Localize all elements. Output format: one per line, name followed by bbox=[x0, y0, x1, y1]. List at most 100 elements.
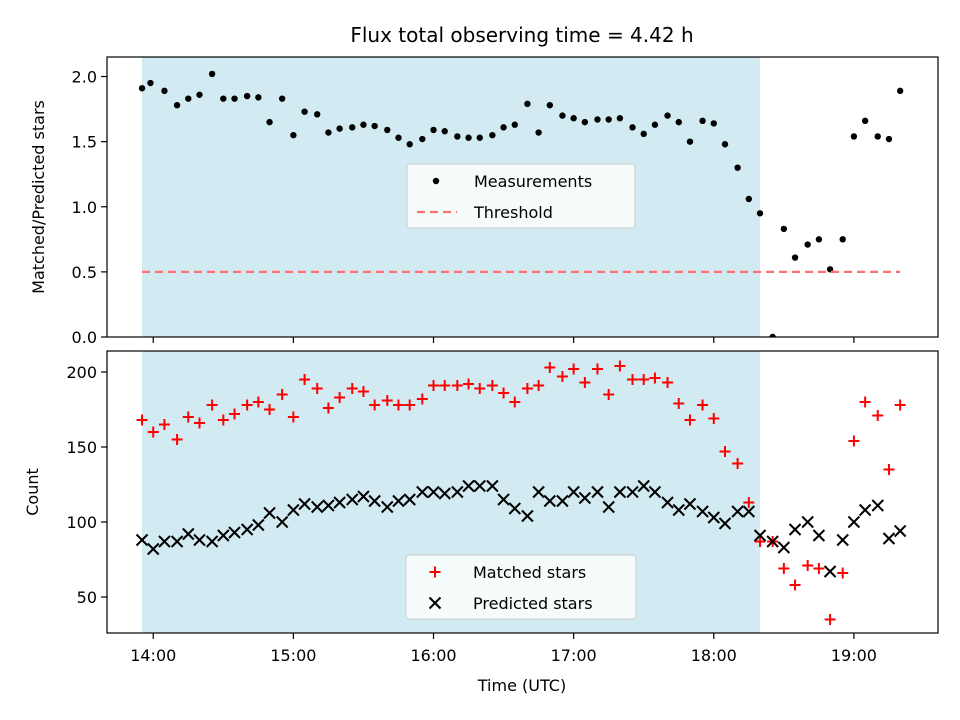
matched-stars-point bbox=[252, 396, 264, 408]
y-tick-label: 1.0 bbox=[72, 198, 97, 217]
matched-stars-point bbox=[474, 383, 486, 394]
y-tick-label: 0.0 bbox=[72, 328, 97, 347]
matched-stars-point bbox=[217, 414, 229, 426]
measurements-point bbox=[629, 124, 636, 131]
matched-stars-point bbox=[322, 402, 334, 414]
measurements-point bbox=[161, 87, 168, 95]
predicted-stars-point bbox=[613, 485, 627, 499]
measurements-point bbox=[686, 138, 694, 145]
matched-stars-point bbox=[883, 464, 895, 475]
measurements-point bbox=[441, 128, 448, 135]
x-stroke-b bbox=[438, 487, 451, 500]
measurements-point bbox=[196, 91, 203, 98]
predicted-stars-point bbox=[812, 529, 826, 542]
x-stroke-b bbox=[462, 479, 475, 493]
predicted-stars-point bbox=[521, 509, 534, 523]
measurements-point bbox=[489, 131, 496, 139]
measurements-point bbox=[721, 141, 729, 148]
x-stroke-b bbox=[801, 515, 814, 529]
measurements-point bbox=[546, 101, 554, 109]
matched-stars-point bbox=[171, 434, 183, 445]
x-stroke-b bbox=[416, 485, 429, 499]
x-stroke-b bbox=[346, 493, 359, 506]
matched-stars-point bbox=[136, 414, 148, 426]
x-stroke-b bbox=[205, 535, 219, 548]
measurements-point bbox=[699, 117, 706, 125]
predicted-stars-point bbox=[626, 485, 639, 499]
measurements-point bbox=[500, 124, 507, 131]
measurements-point bbox=[524, 100, 531, 108]
predicted-stars-point bbox=[403, 493, 416, 506]
measurements-point bbox=[336, 125, 343, 132]
measurements-point bbox=[804, 241, 811, 248]
x-stroke-b bbox=[368, 494, 381, 508]
matched-stars-point bbox=[848, 435, 860, 447]
predicted-stars-point bbox=[322, 499, 335, 512]
predicted-stars-point bbox=[368, 494, 381, 508]
y-tick-label: 200 bbox=[66, 363, 97, 382]
x-stroke-b bbox=[275, 515, 289, 529]
predicted-stars-point bbox=[696, 505, 709, 518]
predicted-stars-point bbox=[858, 503, 872, 517]
predicted-stars-point bbox=[427, 485, 440, 499]
legend-measurements-swatch bbox=[432, 177, 440, 185]
x-stroke-b bbox=[228, 526, 241, 539]
y-tick-label: 2.0 bbox=[72, 68, 97, 87]
predicted-stars-point bbox=[170, 535, 184, 548]
measurements-point bbox=[278, 95, 286, 102]
measurements-point bbox=[314, 111, 321, 118]
matched-stars-point bbox=[287, 411, 299, 423]
matched-stars-point bbox=[206, 399, 218, 411]
matched-stars-point bbox=[824, 614, 836, 625]
x-stroke-b bbox=[672, 503, 685, 517]
predicted-stars-point bbox=[135, 533, 149, 547]
x-stroke-b bbox=[428, 596, 442, 610]
predicted-stars-point bbox=[823, 565, 837, 578]
x-stroke-b bbox=[613, 485, 627, 499]
x-stroke-b bbox=[753, 529, 767, 542]
measurements-point bbox=[745, 195, 753, 203]
predicted-stars-point bbox=[508, 502, 521, 515]
matched-stars-point bbox=[894, 399, 906, 411]
predicted-stars-point bbox=[788, 523, 802, 536]
matched-stars-point bbox=[299, 374, 311, 385]
predicted-stars-point bbox=[683, 497, 697, 511]
x-stroke-b bbox=[427, 485, 440, 499]
x-stroke-b bbox=[381, 500, 394, 514]
legend-box bbox=[406, 163, 636, 229]
x-stroke-b bbox=[193, 533, 206, 547]
measurements-point bbox=[301, 108, 308, 115]
measurements-point bbox=[511, 121, 518, 128]
matched-stars-point bbox=[463, 378, 475, 390]
x-stroke-b bbox=[626, 485, 639, 499]
matched-stars-point bbox=[193, 417, 205, 429]
x-stroke-b bbox=[893, 524, 907, 538]
x-stroke-b bbox=[683, 497, 697, 511]
x-stroke-b bbox=[182, 527, 195, 541]
predicted-stars-point bbox=[707, 511, 720, 524]
predicted-stars-point bbox=[742, 505, 756, 518]
predicted-stars-point bbox=[346, 493, 359, 506]
measurements-point bbox=[185, 95, 192, 102]
matched-stars-point bbox=[579, 377, 591, 388]
x-stroke-b bbox=[718, 517, 732, 530]
x-stroke-b bbox=[661, 496, 674, 509]
matched-stars-point bbox=[346, 383, 358, 394]
measurements-point bbox=[220, 95, 227, 102]
measurements-point bbox=[594, 116, 601, 123]
matched-stars-point bbox=[627, 374, 639, 385]
x-stroke-b bbox=[263, 506, 276, 520]
measurements-point bbox=[384, 126, 391, 134]
chart-title: Flux total observing time = 4.42 h bbox=[350, 23, 693, 47]
predicted-stars-point bbox=[801, 515, 814, 529]
axes-frame bbox=[106, 56, 939, 338]
matched-stars-point bbox=[789, 579, 801, 591]
measurements-point bbox=[266, 118, 273, 126]
matched-stars-point bbox=[334, 392, 346, 403]
x-stroke-b bbox=[788, 523, 802, 536]
matched-stars-point bbox=[357, 386, 369, 397]
measurements-point bbox=[640, 130, 647, 138]
matched-stars-point bbox=[404, 399, 416, 411]
measurements-point bbox=[675, 118, 682, 126]
predicted-stars-point bbox=[438, 487, 451, 500]
